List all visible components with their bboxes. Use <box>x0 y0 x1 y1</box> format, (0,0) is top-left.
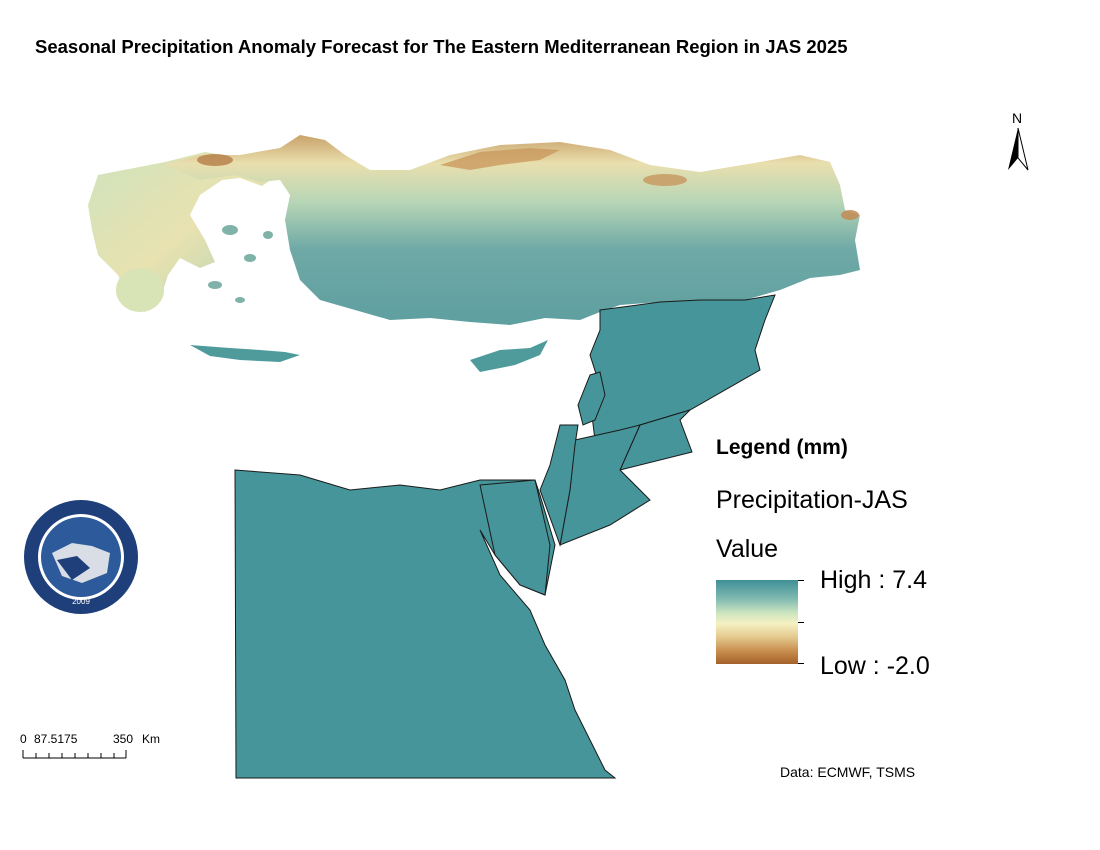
north-coast-band <box>440 148 560 170</box>
syria-land <box>589 294 776 441</box>
scale-mid: 87.5175 <box>34 732 78 746</box>
scale-bar-graphic <box>22 750 127 759</box>
emcc-logo-icon: 2009 <box>22 498 140 616</box>
scale-unit: Km <box>142 732 160 746</box>
north-arrow-icon <box>1002 110 1034 174</box>
peloponnese-land <box>116 268 164 312</box>
east-dry-spot <box>841 210 859 220</box>
legend-tick-low <box>798 663 804 664</box>
map-title: Seasonal Precipitation Anomaly Forecast … <box>35 36 848 57</box>
legend-low-label: Low : -2.0 <box>820 652 930 680</box>
israel-land <box>539 424 579 547</box>
logo-year: 2009 <box>72 597 90 606</box>
legend-tick-high <box>798 580 804 581</box>
legend-color-ramp <box>716 580 798 664</box>
lebanon-land <box>577 371 606 426</box>
scale-zero: 0 <box>20 732 27 746</box>
turkey-land <box>165 135 860 325</box>
scale-end: 350 <box>113 732 134 746</box>
sinai-land <box>479 479 551 596</box>
crete-land <box>190 345 300 362</box>
legend-title: Legend (mm) <box>716 436 848 459</box>
black-sea-dry-spot <box>643 174 687 186</box>
thrace-dry-spot <box>197 154 233 166</box>
data-credit: Data: ECMWF, TSMS <box>780 764 916 780</box>
legend-tick-mid <box>798 622 804 623</box>
north-label: N <box>1012 110 1023 126</box>
cyprus-land <box>470 340 548 372</box>
legend-field-name: Value <box>716 535 779 563</box>
legend-layer-name: Precipitation-JAS <box>716 486 908 514</box>
legend-high-label: High : 7.4 <box>820 566 928 594</box>
